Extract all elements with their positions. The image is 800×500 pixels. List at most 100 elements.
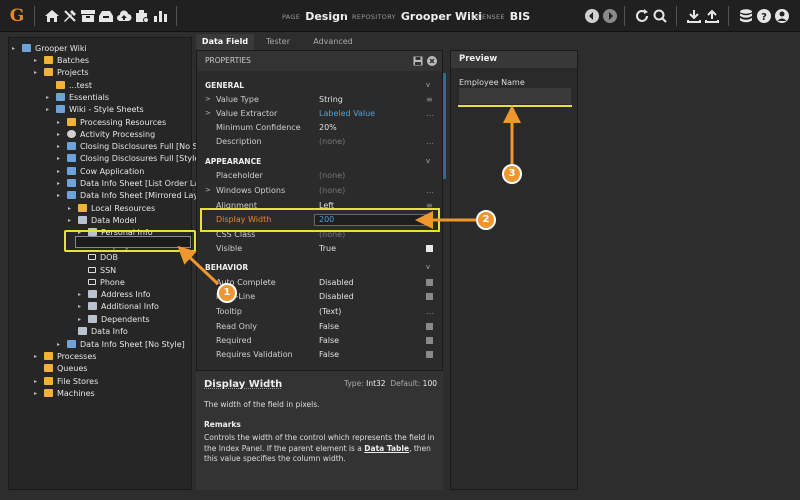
tree-item[interactable]: ▸ Local Resources xyxy=(68,203,155,215)
tree-item[interactable]: ▸ Processes xyxy=(34,351,96,363)
property-value[interactable]: False xyxy=(319,336,340,345)
tree-expander-icon[interactable]: ▸ xyxy=(34,378,38,385)
property-menu-icon[interactable]: … xyxy=(426,137,434,146)
tree-item[interactable]: ▸ Closing Disclosures Full [No Style] xyxy=(57,141,216,153)
tree-expander-icon[interactable]: ▸ xyxy=(57,180,61,187)
property-value[interactable]: Left xyxy=(319,201,335,210)
tree-expander-icon[interactable]: ▸ xyxy=(34,353,38,360)
user-icon[interactable] xyxy=(774,8,790,24)
tree-item[interactable]: ▸ Grooper Wiki xyxy=(12,43,87,55)
property-value[interactable]: False xyxy=(319,322,340,331)
tree-item[interactable]: SSN xyxy=(88,265,116,277)
home-icon[interactable] xyxy=(44,8,60,24)
tree-expander-icon[interactable]: ▸ xyxy=(57,192,61,199)
property-menu-icon[interactable]: ≡ xyxy=(426,201,433,210)
tree-expander-icon[interactable]: ▸ xyxy=(34,57,38,64)
property-menu-icon[interactable]: … xyxy=(426,109,434,118)
tree-item[interactable]: ...test xyxy=(56,80,92,92)
search-icon[interactable] xyxy=(652,8,668,24)
property-menu-icon[interactable]: ≡ xyxy=(426,95,433,104)
chart-icon[interactable] xyxy=(152,8,168,24)
tools-icon[interactable] xyxy=(62,8,78,24)
tree-expander-icon[interactable]: ▸ xyxy=(57,168,61,175)
property-value[interactable]: String xyxy=(319,95,343,104)
tree-expander-icon[interactable]: ▸ xyxy=(78,229,82,236)
save-icon[interactable] xyxy=(413,56,423,66)
property-checkbox[interactable] xyxy=(426,337,433,344)
property-value[interactable]: 20% xyxy=(319,123,337,132)
property-value[interactable]: (none) xyxy=(319,171,346,180)
property-value[interactable]: (none) xyxy=(319,137,346,146)
tree-item[interactable]: ▸ Closing Disclosures Full [Styled] xyxy=(57,153,207,165)
tree-item[interactable]: ▸ Wiki - Style Sheets xyxy=(46,104,144,116)
tree-expander-icon[interactable]: ▸ xyxy=(57,155,61,162)
tree-item[interactable]: ▸ Machines xyxy=(34,388,95,400)
tree-item[interactable]: ▸ Projects xyxy=(34,67,89,79)
tree-expander-icon[interactable]: ▸ xyxy=(78,303,82,310)
inbox-icon[interactable] xyxy=(98,8,114,24)
database-icon[interactable] xyxy=(738,8,754,24)
property-value[interactable]: Disabled xyxy=(319,292,354,301)
tree-expander-icon[interactable]: ▸ xyxy=(78,291,82,298)
tree-item[interactable]: ▸ Data Info Sheet [Mirrored Layout] xyxy=(57,190,214,202)
tab-advanced[interactable]: Advanced xyxy=(313,37,353,46)
collapse-chevron-icon[interactable]: v xyxy=(426,157,431,165)
tree-item[interactable]: ▸ Cow Application xyxy=(57,166,144,178)
tree-item[interactable]: ▸ File Stores xyxy=(34,376,98,388)
tree-item[interactable]: DOB xyxy=(88,252,118,264)
expand-arrow-icon[interactable]: > xyxy=(205,109,211,117)
refresh-icon[interactable] xyxy=(634,8,650,24)
download-icon[interactable] xyxy=(686,8,702,24)
tree-item[interactable]: ▸ Data Info Sheet [No Style] xyxy=(57,339,185,351)
tree-item[interactable]: ▸ Data Model xyxy=(68,215,137,227)
tab-tester[interactable]: Tester xyxy=(266,37,290,46)
property-checkbox[interactable] xyxy=(426,351,433,358)
upload-icon[interactable] xyxy=(704,8,720,24)
property-menu-icon[interactable]: … xyxy=(426,186,434,195)
tree-expander-icon[interactable]: ▸ xyxy=(12,45,16,52)
property-checkbox[interactable] xyxy=(426,279,433,286)
tree-expander-icon[interactable]: ▸ xyxy=(34,69,38,76)
data-table-link[interactable]: Data Table xyxy=(364,443,410,453)
tree-expander-icon[interactable]: ▸ xyxy=(78,316,82,323)
property-scrollbar[interactable] xyxy=(443,73,446,179)
property-value[interactable]: True xyxy=(319,244,336,253)
expand-arrow-icon[interactable]: > xyxy=(205,95,211,103)
property-value[interactable]: Labeled Value xyxy=(319,109,376,118)
batch-icon[interactable] xyxy=(134,8,150,24)
expand-arrow-icon[interactable]: > xyxy=(205,186,211,194)
tree-item[interactable]: ▸ Batches xyxy=(34,55,89,67)
tree-expander-icon[interactable]: ▸ xyxy=(46,106,50,113)
tab-data-field[interactable]: Data Field xyxy=(196,34,254,50)
property-checkbox[interactable] xyxy=(426,293,433,300)
help-icon[interactable]: ? xyxy=(756,8,772,24)
property-menu-icon[interactable]: … xyxy=(426,307,434,316)
tree-expander-icon[interactable]: ▸ xyxy=(57,341,61,348)
tree-item[interactable]: Phone xyxy=(88,277,125,289)
forward-icon[interactable] xyxy=(602,8,618,24)
tree-expander-icon[interactable]: ▸ xyxy=(34,390,38,397)
tree-expander-icon[interactable]: ▸ xyxy=(57,131,61,138)
tree-expander-icon[interactable]: ▸ xyxy=(57,143,61,150)
tree-item[interactable]: Data Info xyxy=(78,326,128,338)
close-icon[interactable] xyxy=(427,56,437,66)
property-value[interactable]: (none) xyxy=(319,186,346,195)
property-value[interactable]: (none) xyxy=(319,230,346,239)
tree-expander-icon[interactable]: ▸ xyxy=(57,119,61,126)
tree-item[interactable]: ▸ Activity Processing xyxy=(57,129,155,141)
property-checkbox[interactable] xyxy=(426,245,433,252)
collapse-chevron-icon[interactable]: v xyxy=(426,263,431,271)
tree-item[interactable]: ▸ Essentials xyxy=(46,92,109,104)
tree-item[interactable]: ▸ Additional Info xyxy=(78,301,159,313)
tree-item[interactable]: ▸ Dependents xyxy=(78,314,150,326)
tree-item[interactable]: ▸ Personal Info xyxy=(78,227,153,239)
cloud-upload-icon[interactable] xyxy=(116,8,132,24)
archive-icon[interactable] xyxy=(80,8,96,24)
property-value[interactable]: False xyxy=(319,350,340,359)
tree-expander-icon[interactable]: ▸ xyxy=(68,205,72,212)
collapse-chevron-icon[interactable]: v xyxy=(426,81,431,89)
property-value[interactable]: (Text) xyxy=(319,307,342,316)
tree-expander-icon[interactable]: ▸ xyxy=(68,217,72,224)
tree-expander-icon[interactable]: ▸ xyxy=(46,94,50,101)
property-value[interactable]: Disabled xyxy=(319,278,354,287)
